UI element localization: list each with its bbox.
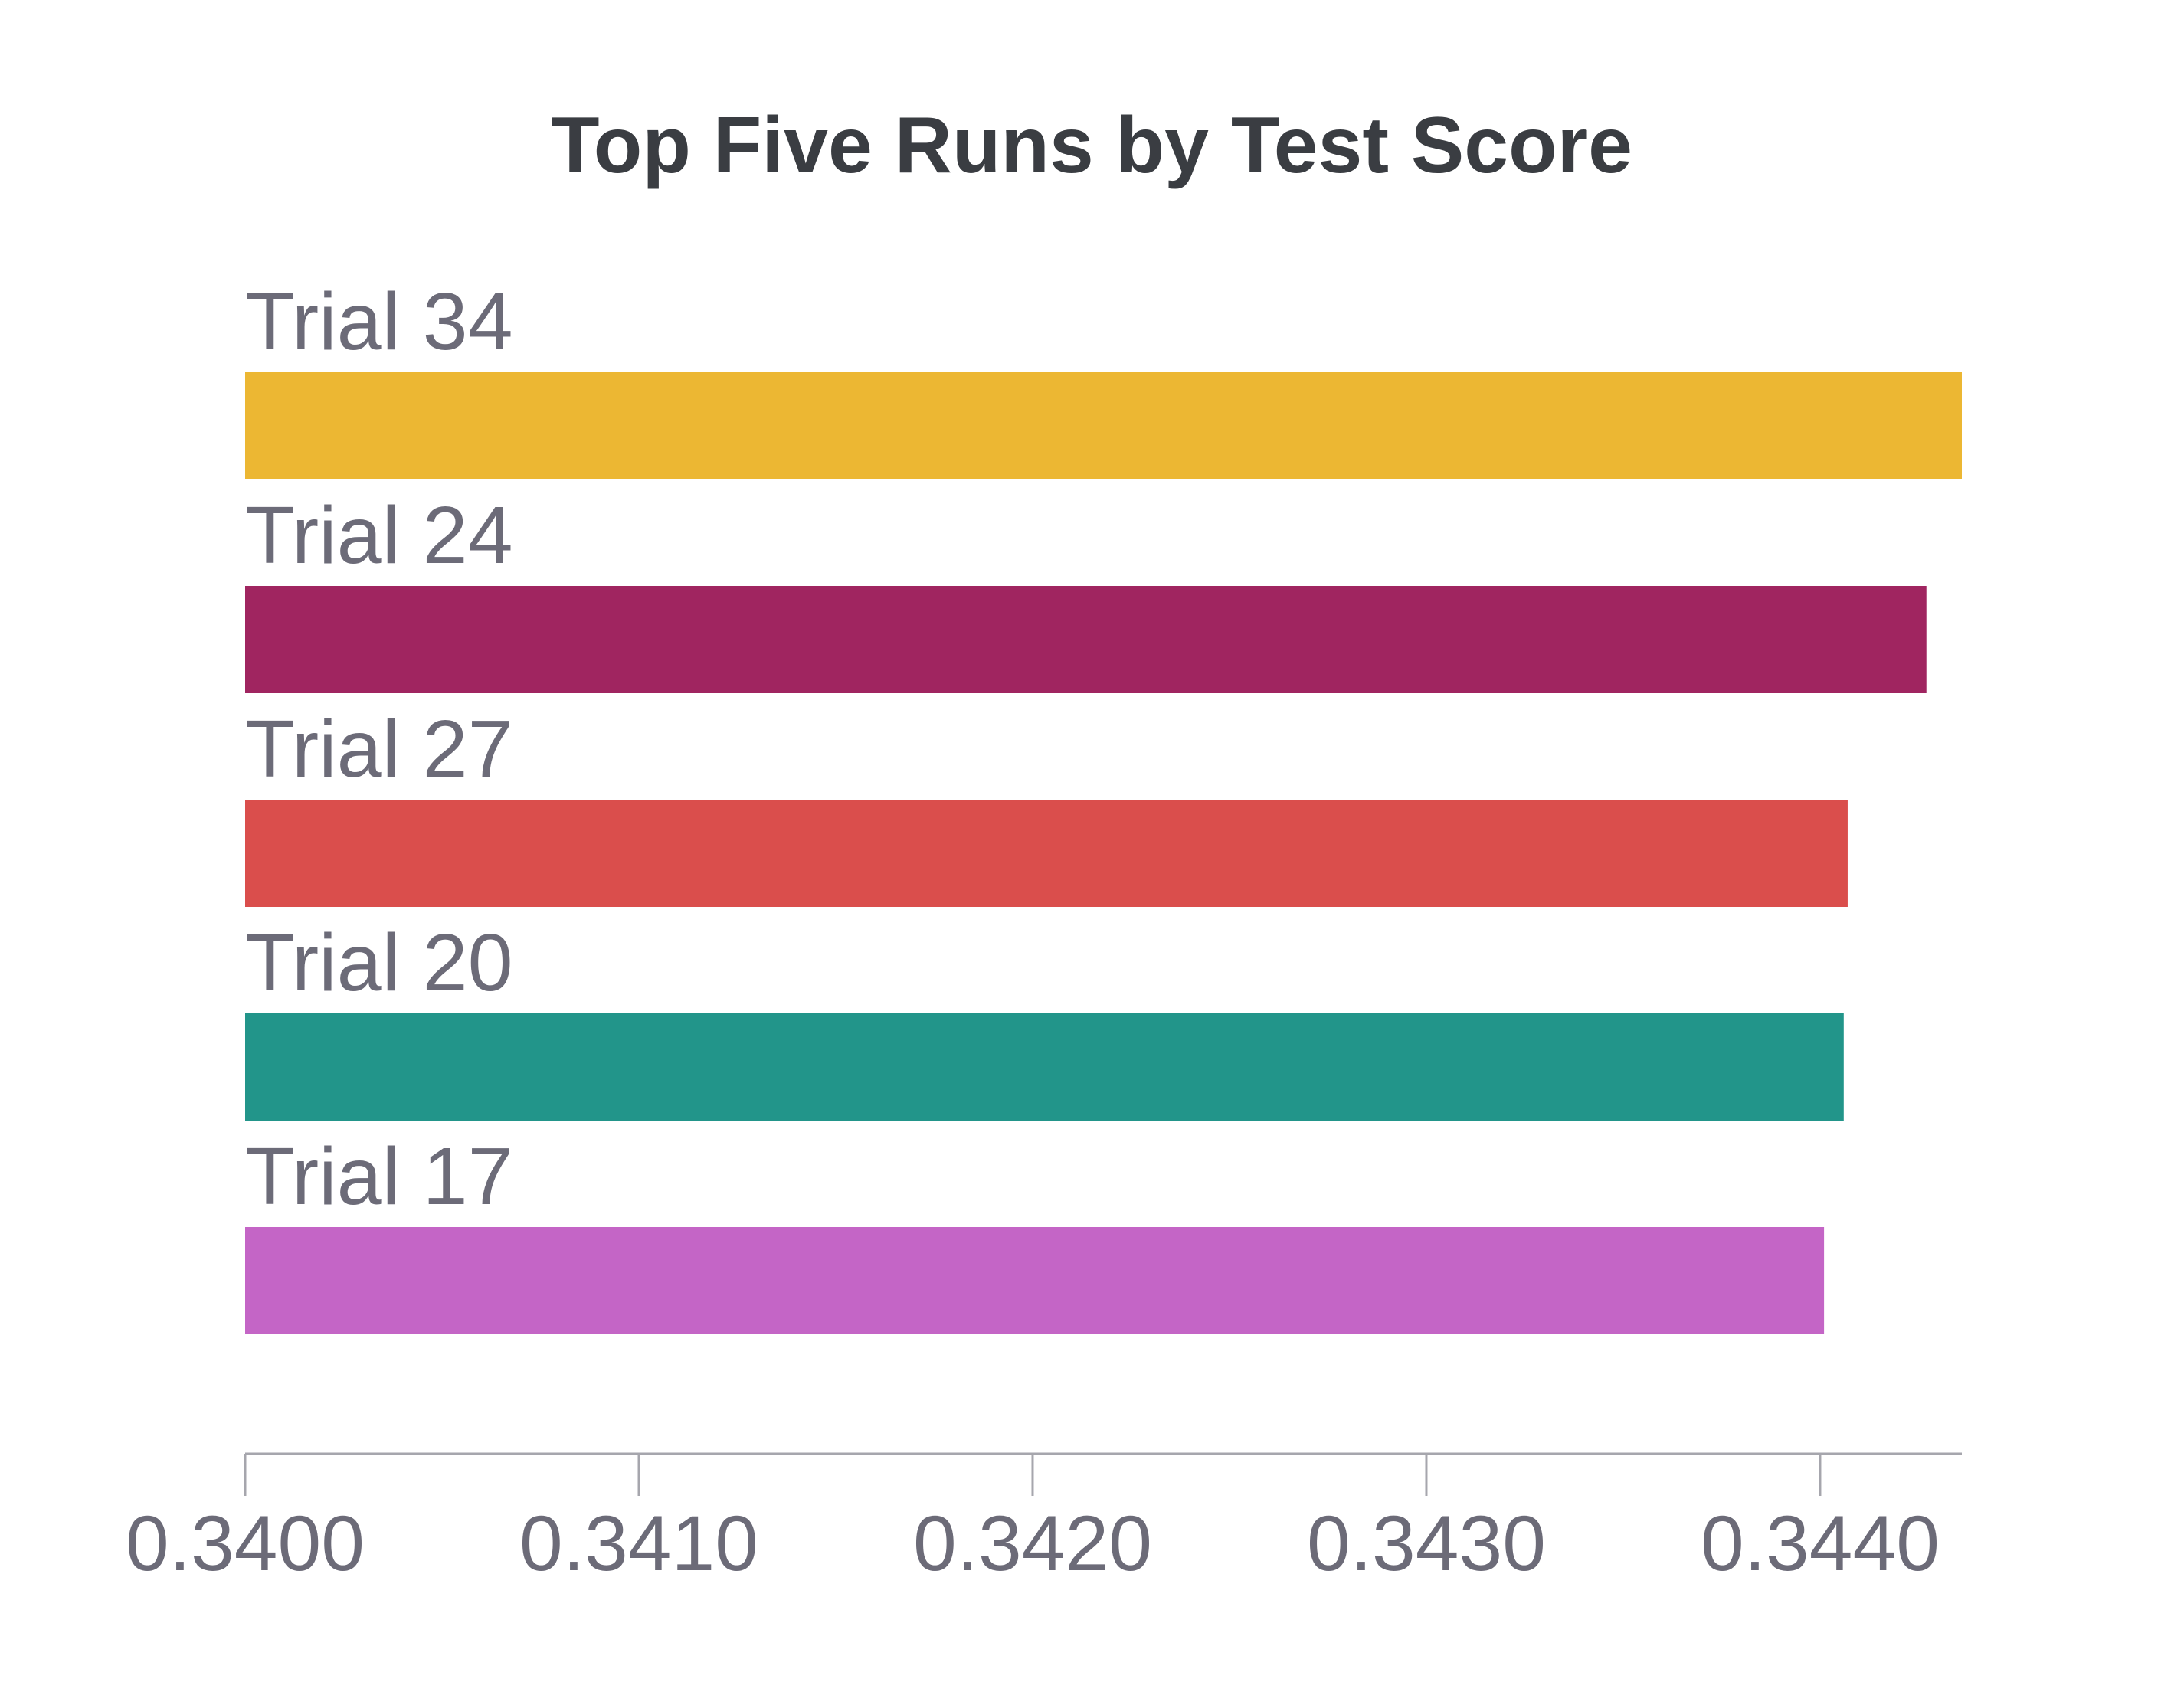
x-tick-label: 0.3430 <box>1307 1500 1546 1587</box>
bar-trial-34 <box>245 372 1962 479</box>
x-tick-label: 0.3440 <box>1701 1500 1940 1587</box>
x-axis: 0.3400 0.3410 0.3420 0.3430 0.3440 <box>126 1452 1962 1587</box>
bar-trial-20 <box>245 1013 1844 1121</box>
bar-trial-27 <box>245 800 1848 907</box>
bar-label-trial-27: Trial 27 <box>245 704 513 794</box>
bar-trial-24 <box>245 586 1927 693</box>
bar-label-trial-34: Trial 34 <box>245 277 513 367</box>
bar-label-trial-20: Trial 20 <box>245 918 513 1008</box>
bar-label-trial-24: Trial 24 <box>245 490 513 581</box>
x-tick-label: 0.3410 <box>519 1500 758 1587</box>
bar-label-trial-17: Trial 17 <box>245 1131 513 1222</box>
chart-title: Top Five Runs by Test Score <box>551 101 1632 190</box>
x-tick-label: 0.3420 <box>913 1500 1152 1587</box>
x-tick-label: 0.3400 <box>126 1500 365 1587</box>
bar-trial-17 <box>245 1227 1825 1334</box>
bars-group: Trial 34 Trial 24 Trial 27 Trial 20 Trial 17 <box>245 277 1962 1334</box>
